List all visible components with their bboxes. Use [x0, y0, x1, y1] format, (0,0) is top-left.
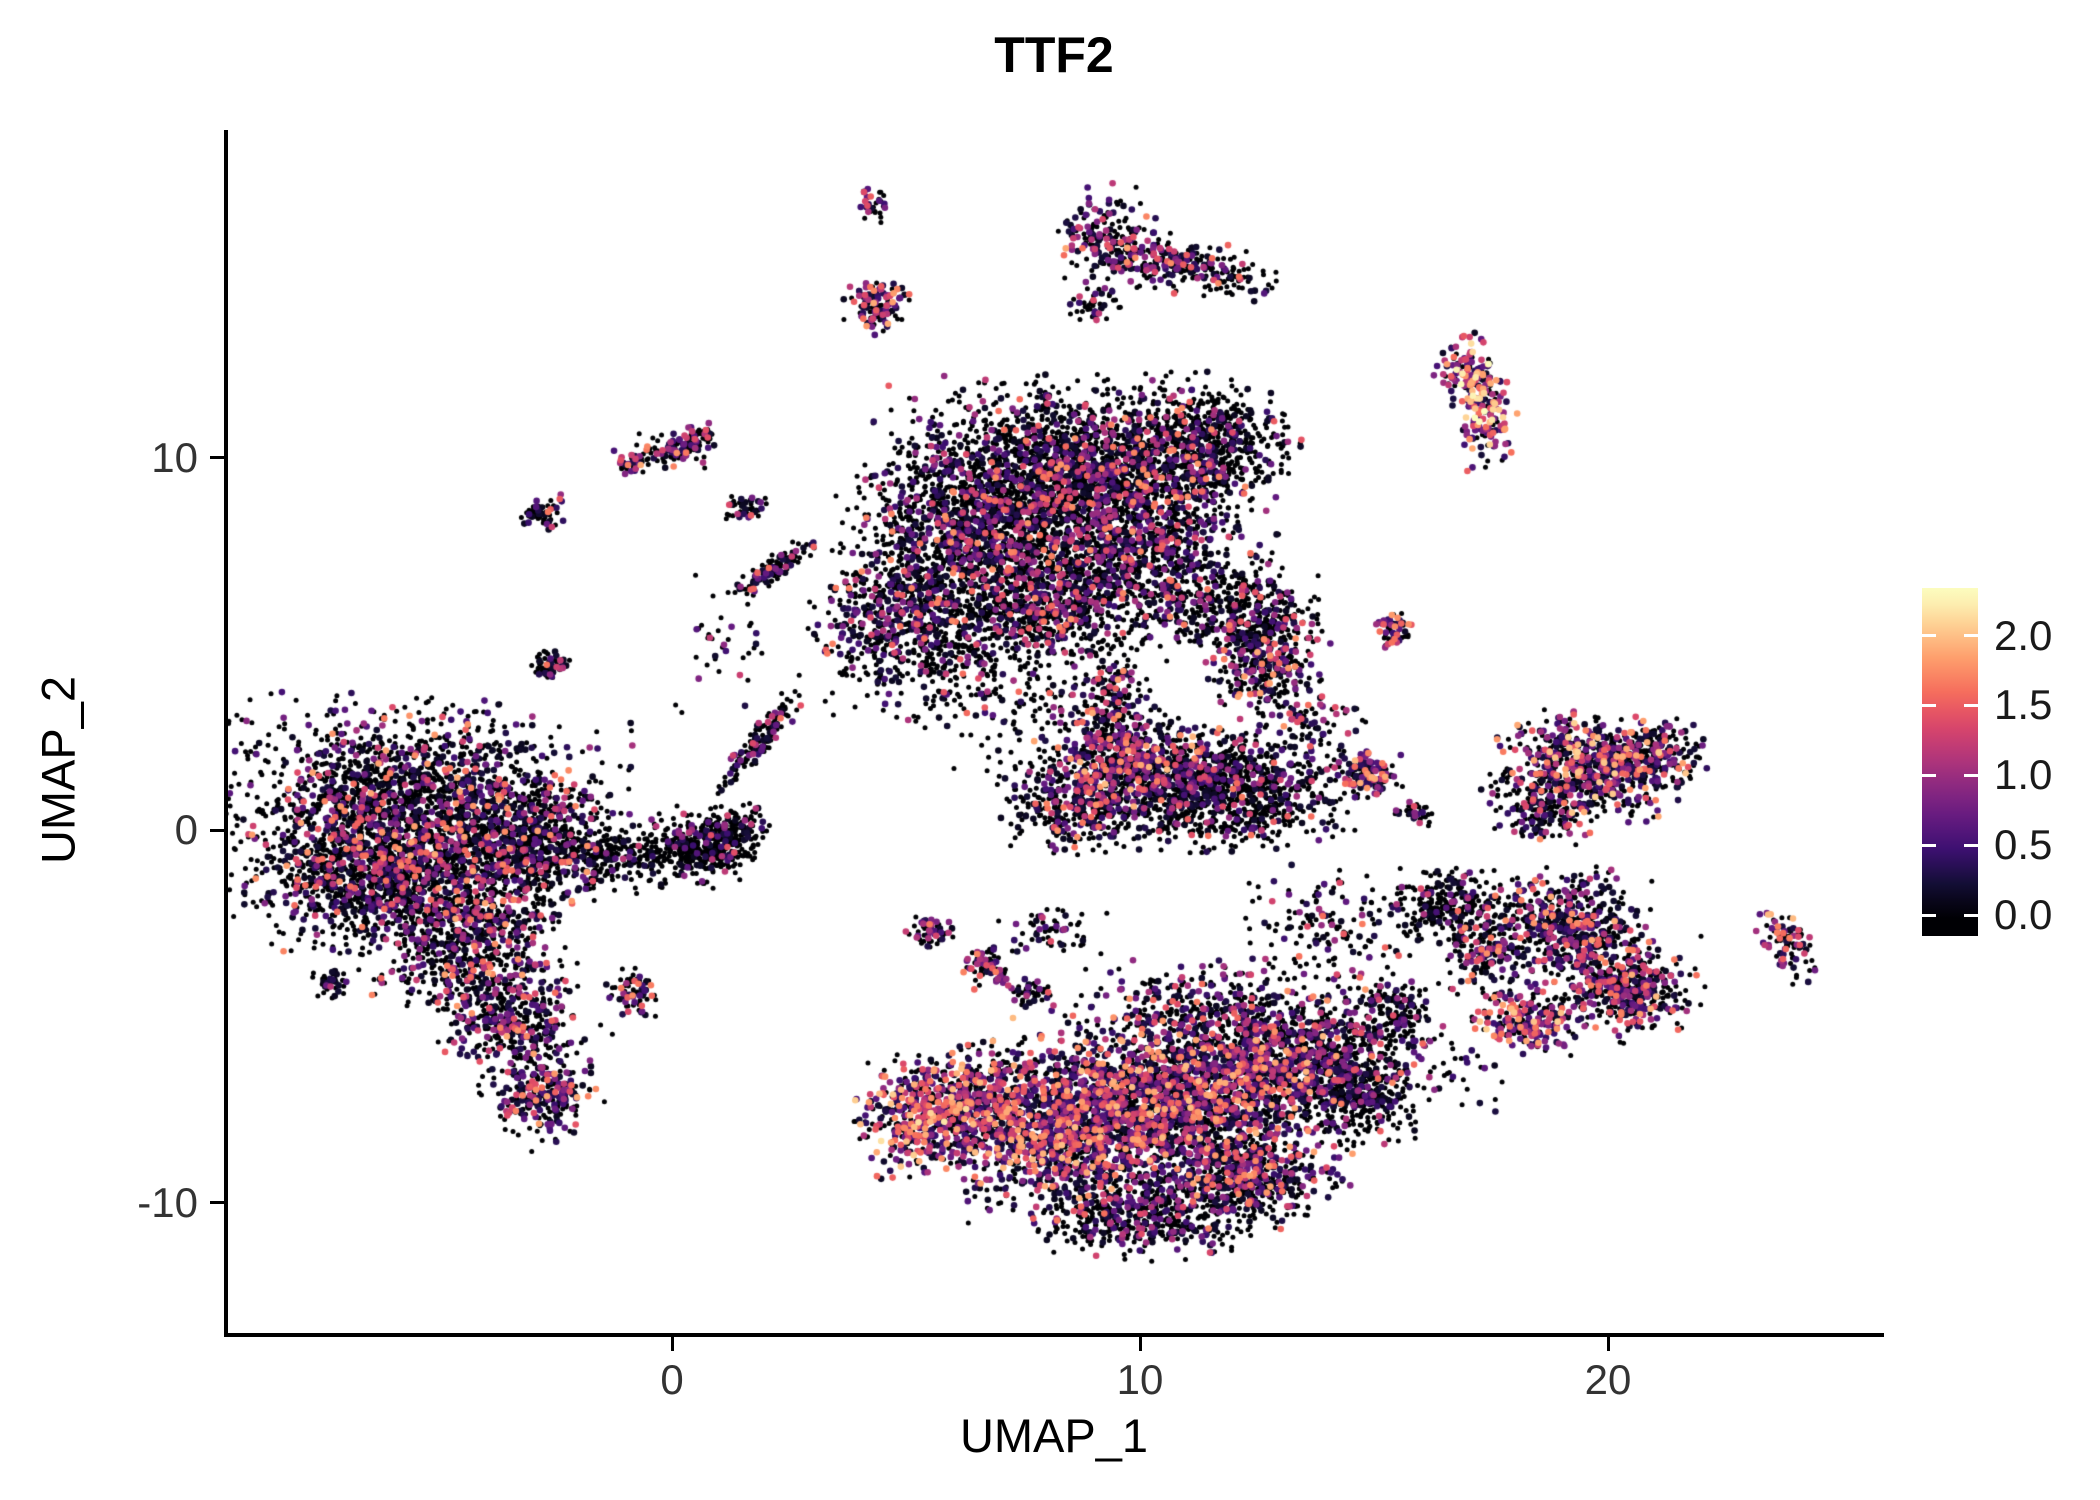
x-tick-label: 10 — [1116, 1356, 1164, 1403]
y-tick-mark — [210, 828, 224, 832]
x-tick-mark — [1606, 1337, 1610, 1351]
colorbar-tick-right — [1964, 773, 1978, 777]
colorbar-tick-label: 0.0 — [1994, 891, 2053, 939]
plot-title: TTF2 — [994, 27, 1114, 83]
scatter-points-canvas — [228, 130, 1880, 1333]
x-axis-title: UMAP_1 — [959, 1409, 1149, 1462]
y-tick-label: 0 — [174, 806, 198, 853]
x-axis-line — [224, 1333, 1884, 1337]
x-tick-label: 0 — [660, 1356, 684, 1403]
colorbar-tick-right — [1964, 843, 1978, 847]
colorbar-tick-label: 0.5 — [1994, 821, 2053, 869]
colorbar-gradient — [1922, 588, 1978, 936]
x-tick-label: 20 — [1584, 1356, 1632, 1403]
colorbar-tick-label: 2.0 — [1994, 611, 2053, 659]
y-axis-line — [224, 130, 228, 1337]
colorbar-tick-left — [1922, 634, 1936, 638]
y-tick-mark — [210, 456, 224, 459]
colorbar-tick-left — [1922, 913, 1936, 917]
plot-panel — [228, 130, 1880, 1333]
x-tick-mark — [670, 1337, 674, 1351]
colorbar-tick-left — [1922, 773, 1936, 777]
colorbar-tick-left — [1922, 703, 1936, 707]
y-tick-mark — [210, 1201, 224, 1204]
color-legend: 2.0 1.5 1.0 0.5 0.0 — [1922, 588, 2100, 939]
colorbar-tick-right — [1964, 913, 1978, 917]
colorbar-tick-label: 1.0 — [1994, 751, 2053, 799]
colorbar-tick-left — [1922, 843, 1936, 847]
y-tick-label: 10 — [151, 433, 198, 481]
colorbar-tick-right — [1964, 634, 1978, 638]
colorbar-tick-right — [1964, 703, 1978, 707]
x-tick-mark — [1138, 1337, 1142, 1351]
colorbar-tick-label: 1.5 — [1994, 681, 2053, 729]
y-tick-label: -10 — [137, 1178, 198, 1226]
y-axis-title: UMAP_2 — [31, 675, 85, 865]
